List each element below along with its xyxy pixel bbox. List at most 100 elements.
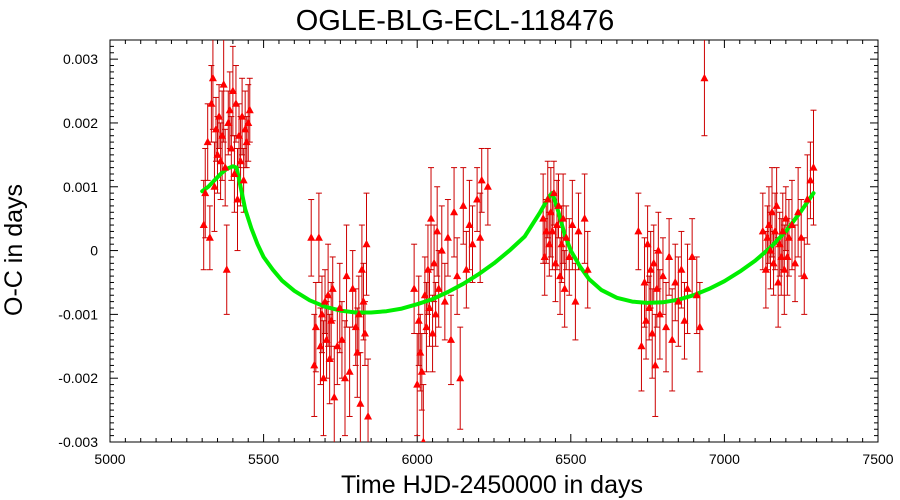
- y-tick-label: -0.001: [58, 306, 98, 322]
- data-point: [238, 112, 247, 120]
- data-point: [434, 284, 443, 292]
- data-point: [335, 303, 344, 311]
- data-point: [683, 284, 692, 292]
- data-point: [428, 329, 437, 337]
- data-point: [203, 137, 212, 146]
- data-point: [476, 233, 485, 241]
- data-point: [640, 277, 649, 286]
- data-point: [483, 182, 492, 190]
- x-tick-label: 7000: [709, 451, 740, 467]
- data-point: [216, 156, 225, 165]
- data-point: [462, 265, 471, 273]
- data-point: [778, 226, 787, 235]
- data-point: [218, 131, 227, 139]
- data-point: [221, 163, 230, 171]
- data-point: [783, 252, 792, 260]
- data-point: [342, 271, 351, 280]
- data-point: [211, 124, 220, 133]
- data-point: [222, 265, 231, 273]
- x-tick-label: 6500: [555, 451, 586, 467]
- data-point: [443, 233, 452, 241]
- data-point: [207, 99, 216, 107]
- data-point: [213, 150, 222, 158]
- data-point: [325, 354, 334, 363]
- data-point: [199, 220, 208, 229]
- data-point: [649, 258, 658, 267]
- data-point: [239, 175, 248, 184]
- data-point: [244, 118, 253, 126]
- data-point: [543, 195, 552, 203]
- data-point: [414, 316, 423, 324]
- data-point: [317, 309, 326, 318]
- data-point: [803, 195, 812, 203]
- data-point: [459, 201, 468, 209]
- data-point: [646, 265, 655, 273]
- data-point: [316, 341, 325, 350]
- data-point: [791, 258, 800, 267]
- data-point: [324, 290, 333, 299]
- data-point: [465, 220, 474, 229]
- data-point: [456, 373, 465, 382]
- data-point: [360, 329, 369, 337]
- data-point: [654, 246, 663, 254]
- y-tick-label: 0.002: [63, 115, 98, 131]
- data-point: [453, 271, 462, 280]
- data-point: [559, 214, 568, 222]
- data-point: [356, 399, 365, 407]
- data-point: [330, 392, 339, 401]
- data-point: [242, 137, 251, 146]
- data-point: [658, 271, 667, 280]
- y-tick-label: -0.003: [58, 434, 98, 450]
- data-point: [307, 233, 316, 241]
- data-point: [580, 214, 589, 222]
- data-point: [554, 201, 563, 209]
- data-point: [322, 335, 331, 343]
- data-point: [772, 201, 781, 209]
- data-point: [552, 220, 561, 229]
- data-point: [557, 239, 566, 248]
- data-point: [245, 105, 254, 114]
- data-point: [809, 163, 818, 171]
- data-point: [208, 73, 217, 82]
- data-point: [806, 175, 815, 184]
- data-point: [219, 80, 228, 88]
- data-point: [228, 86, 237, 95]
- y-tick-label: 0.003: [63, 51, 98, 67]
- data-point: [327, 316, 336, 324]
- data-point: [562, 233, 571, 241]
- data-point: [425, 303, 434, 311]
- data-point: [637, 341, 646, 350]
- y-axis-label: O-C in days: [0, 184, 28, 316]
- data-point: [233, 195, 242, 203]
- data-point: [539, 214, 548, 222]
- data-point: [468, 239, 477, 248]
- data-point: [225, 105, 234, 114]
- plot-area: 5000 5500 6000 6500 7000 7500 -0.003 -0.002 -0.0…: [58, 39, 894, 467]
- data-point: [583, 265, 592, 273]
- data-point: [321, 297, 330, 305]
- data-point: [431, 309, 440, 318]
- data-point: [353, 348, 362, 356]
- data-point: [236, 156, 245, 165]
- data-point: [700, 73, 709, 82]
- data-point: [546, 207, 555, 216]
- data-point: [205, 233, 214, 241]
- data-point: [333, 341, 342, 350]
- data-point: [446, 335, 455, 343]
- data-point: [780, 265, 789, 273]
- data-point: [545, 239, 554, 248]
- data-point: [549, 188, 558, 197]
- data-point: [695, 322, 704, 331]
- data-point: [413, 380, 422, 388]
- data-point: [662, 322, 671, 331]
- data-point: [560, 284, 569, 292]
- data-point: [787, 220, 796, 229]
- data-point: [359, 297, 368, 305]
- data-point: [540, 252, 549, 260]
- data-point: [210, 182, 219, 190]
- data-point: [341, 373, 350, 382]
- data-point: [781, 214, 790, 222]
- data-point: [310, 360, 319, 369]
- data-point: [542, 226, 551, 235]
